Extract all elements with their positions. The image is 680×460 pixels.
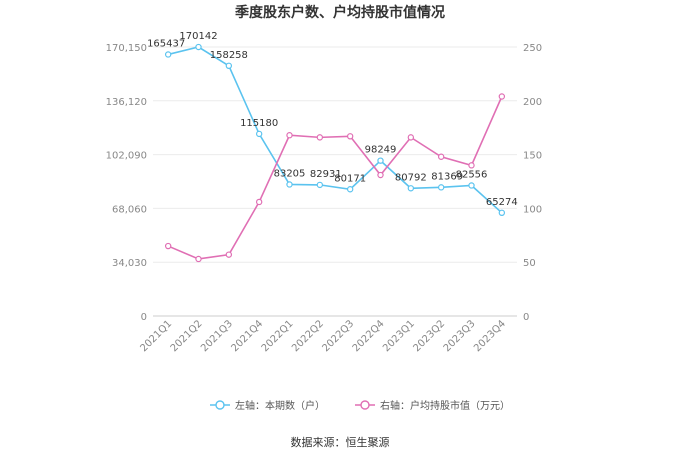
data-point [498, 93, 506, 100]
left-axis: 0 34,030 68,060 102,090 136,120 170,150 [106, 43, 147, 323]
data-point [286, 181, 293, 188]
legend-label: 左轴：本期数（户） [235, 399, 325, 412]
data-point [468, 162, 475, 169]
data-point [407, 185, 415, 192]
x-tick-label: 2022Q4 [351, 318, 387, 354]
data-point [255, 198, 263, 206]
x-tick-label: 2022Q2 [290, 318, 326, 354]
x-tick-label: 2021Q4 [229, 318, 265, 354]
data-label: 83205 [274, 168, 306, 179]
right-tick-label: 250 [523, 43, 542, 54]
right-tick-label: 200 [523, 97, 542, 108]
data-label: 115180 [240, 118, 278, 129]
grid [153, 46, 517, 317]
data-point [164, 242, 172, 250]
right-axis: 0 50 100 150 200 250 [523, 43, 542, 323]
data-point [377, 171, 384, 179]
right-tick-label: 100 [523, 204, 542, 215]
x-axis: 2021Q12021Q22021Q32021Q42022Q12022Q22022… [138, 318, 508, 354]
series-line [167, 46, 503, 214]
data-point [407, 134, 415, 141]
left-tick-label: 34,030 [112, 258, 147, 269]
data-label: 65274 [486, 197, 518, 208]
data-label: 81369 [431, 171, 463, 182]
x-tick-label: 2021Q2 [169, 318, 205, 354]
data-label: 98249 [365, 145, 397, 156]
data-label: 80792 [395, 172, 427, 183]
data-point [498, 209, 506, 217]
right-tick-label: 150 [523, 151, 542, 162]
data-point [346, 186, 354, 193]
series [164, 43, 506, 263]
x-tick-label: 2021Q3 [199, 318, 235, 354]
x-tick-label: 2022Q1 [260, 318, 296, 354]
data-label: 165437 [147, 38, 185, 49]
data-point [286, 132, 293, 139]
right-tick-label: 0 [523, 312, 529, 323]
x-tick-label: 2023Q3 [442, 318, 478, 354]
data-label: 82931 [310, 169, 342, 180]
x-tick-label: 2023Q1 [381, 318, 417, 354]
data-point [255, 130, 263, 138]
data-point [195, 43, 202, 51]
left-tick-label: 102,090 [106, 151, 147, 162]
data-point [195, 255, 202, 263]
data-point [437, 153, 445, 160]
source-text: 数据来源：恒生聚源 [291, 435, 390, 449]
legend-marker [360, 400, 370, 410]
left-tick-label: 136,120 [106, 97, 147, 108]
chart-title: 季度股东户数、户均持股市值情况 [234, 4, 445, 21]
right-tick-label: 50 [523, 258, 536, 269]
data-point [316, 181, 324, 189]
left-tick-label: 0 [141, 312, 147, 323]
legend-label: 右轴：户均持股市值（万元） [380, 399, 510, 412]
left-tick-label: 68,060 [112, 204, 147, 215]
left-tick-label: 170,150 [106, 43, 147, 54]
data-label: 82556 [456, 169, 488, 180]
data-point [225, 62, 233, 70]
data-point [225, 251, 233, 258]
data-point [316, 134, 324, 141]
data-label: 80171 [334, 173, 366, 184]
data-point [437, 184, 445, 191]
legend-marker [215, 400, 225, 410]
x-tick-label: 2021Q1 [138, 318, 174, 354]
data-label: 158258 [210, 50, 248, 61]
data-point [377, 157, 384, 164]
data-point [164, 51, 172, 58]
series-line [167, 96, 503, 260]
legend: 左轴：本期数（户） 右轴：户均持股市值（万元） [210, 399, 510, 412]
x-tick-label: 2023Q2 [411, 318, 447, 354]
x-tick-label: 2022Q3 [320, 318, 356, 354]
data-point [468, 182, 475, 189]
data-point [346, 133, 354, 140]
x-tick-label: 2023Q4 [472, 318, 508, 354]
data-label: 170142 [179, 31, 217, 42]
